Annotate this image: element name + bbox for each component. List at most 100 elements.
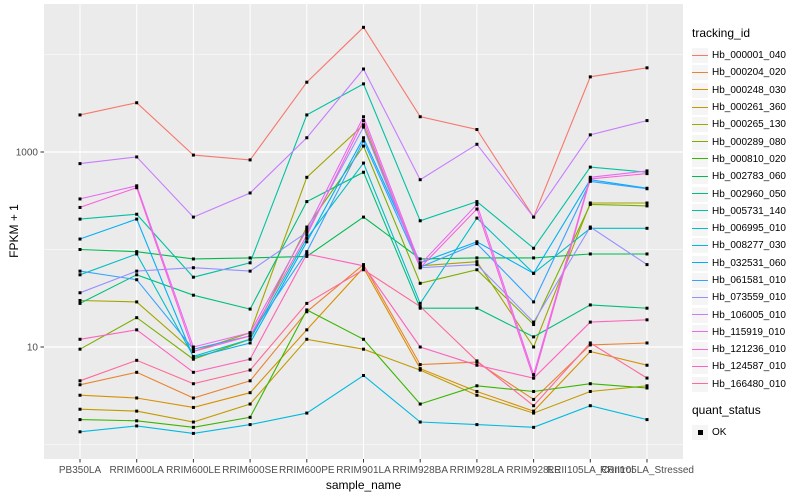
legend-item-label: Hb_006995_010 xyxy=(712,223,786,235)
legend-item-label: Hb_106005_010 xyxy=(712,309,786,321)
data-point xyxy=(362,161,365,165)
data-point xyxy=(248,415,252,419)
x-tick-label: RRIM600LA xyxy=(109,465,164,476)
legend-key xyxy=(692,273,708,288)
data-point xyxy=(532,345,536,349)
data-point xyxy=(532,300,536,304)
data-point xyxy=(78,298,82,302)
legend-item-Hb_000810_020: Hb_000810_020 xyxy=(692,151,798,168)
data-point xyxy=(475,128,479,132)
data-point xyxy=(588,177,592,181)
legend-key xyxy=(692,425,708,441)
data-point xyxy=(191,347,195,351)
legend-item-label: Hb_000248_030 xyxy=(712,84,786,96)
data-point xyxy=(305,236,309,240)
data-point xyxy=(362,119,365,123)
legend-line-icon xyxy=(692,54,708,56)
legend-item-Hb_000001_040: Hb_000001_040 xyxy=(692,47,798,64)
legend-line-icon xyxy=(692,296,708,298)
data-point xyxy=(588,202,592,206)
data-point xyxy=(362,144,365,148)
data-point xyxy=(362,337,365,341)
data-point xyxy=(532,373,536,377)
data-point xyxy=(645,201,649,205)
data-point xyxy=(418,306,422,310)
data-point xyxy=(135,101,139,105)
data-point xyxy=(362,268,365,272)
data-point xyxy=(135,328,139,332)
data-point xyxy=(645,204,649,208)
data-point xyxy=(418,420,422,424)
data-point xyxy=(191,357,195,361)
data-point xyxy=(305,310,309,314)
data-point xyxy=(362,25,365,29)
data-point xyxy=(78,205,82,209)
data-point xyxy=(418,305,422,309)
data-point xyxy=(135,250,139,254)
legend-key xyxy=(692,290,708,306)
x-tick-label: RRII105LA_Stressed xyxy=(600,465,694,476)
legend-item-label: Hb_000001_040 xyxy=(712,50,786,62)
data-point xyxy=(532,411,536,415)
data-point xyxy=(645,252,649,256)
data-point xyxy=(191,420,195,424)
data-point xyxy=(305,240,309,244)
x-tick-label: RRIM600SE xyxy=(222,465,278,476)
legend-line-icon xyxy=(692,383,708,385)
data-point xyxy=(475,268,479,272)
data-point xyxy=(78,113,82,117)
legend-item-Hb_061581_010: Hb_061581_010 xyxy=(692,272,798,289)
legend-item-Hb_000204_020: Hb_000204_020 xyxy=(692,64,798,81)
data-point xyxy=(532,256,536,260)
data-point xyxy=(588,75,592,79)
data-point xyxy=(588,382,592,386)
data-point xyxy=(191,431,195,435)
data-point xyxy=(588,341,592,345)
data-point xyxy=(135,424,139,428)
legend-key xyxy=(692,359,708,375)
quant-status-title: quant_status xyxy=(692,402,761,417)
data-point xyxy=(78,269,82,273)
data-point xyxy=(588,179,592,183)
legend-key xyxy=(692,221,708,237)
data-point xyxy=(418,345,422,349)
data-point xyxy=(418,281,422,285)
data-point xyxy=(248,261,252,265)
y-axis-title: FPKM + 1 xyxy=(7,204,21,258)
data-point xyxy=(588,175,592,179)
data-point xyxy=(645,119,649,123)
legend-key xyxy=(692,65,708,81)
data-point xyxy=(418,301,422,305)
legend-item-Hb_121236_010: Hb_121236_010 xyxy=(692,341,798,358)
legend-line-icon xyxy=(692,279,708,281)
data-point xyxy=(135,278,139,282)
legend-key xyxy=(692,307,708,323)
data-point xyxy=(305,254,309,258)
data-point xyxy=(248,337,252,341)
data-point xyxy=(78,197,82,201)
data-point xyxy=(305,337,309,341)
data-point xyxy=(475,142,479,146)
legend-item-label: Hb_073559_010 xyxy=(712,292,786,304)
data-point xyxy=(418,363,422,367)
data-point xyxy=(475,200,479,204)
data-point xyxy=(78,393,82,397)
data-point xyxy=(645,418,649,422)
ok-point-icon xyxy=(697,430,703,436)
data-point xyxy=(305,308,309,312)
data-point xyxy=(532,409,536,413)
data-point xyxy=(305,228,309,232)
legend-item-label: Hb_121236_010 xyxy=(712,344,786,356)
legend-key xyxy=(692,169,708,185)
data-point xyxy=(645,187,649,191)
legend-line-icon xyxy=(692,193,708,195)
data-point xyxy=(362,374,365,378)
data-point xyxy=(475,359,479,363)
data-point xyxy=(645,363,649,367)
data-point xyxy=(475,216,479,220)
legend-title: tracking_id xyxy=(692,26,751,40)
data-point xyxy=(362,125,365,129)
data-point xyxy=(418,261,422,265)
data-point xyxy=(78,407,82,411)
